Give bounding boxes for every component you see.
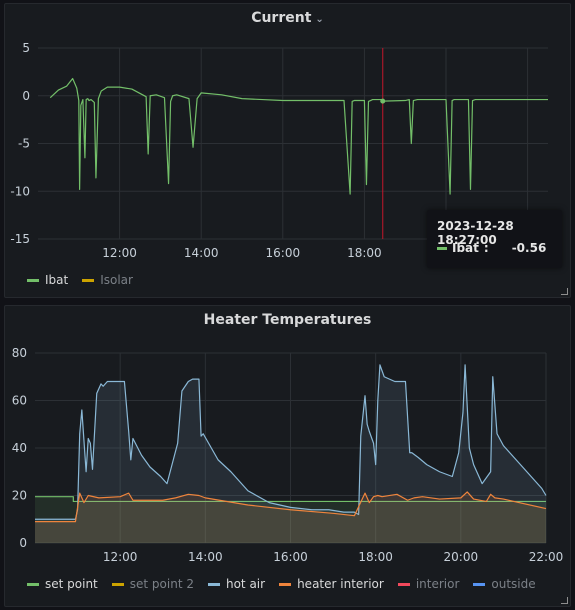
- legend-item-ibat[interactable]: Ibat: [27, 273, 68, 287]
- x-tick-label: 12:00: [103, 550, 138, 564]
- legend-item-heater-interior[interactable]: heater interior: [279, 577, 384, 591]
- y-tick-label: 20: [12, 489, 27, 503]
- y-tick-label: 0: [19, 536, 27, 550]
- tooltip-colon: :: [483, 241, 489, 255]
- legend-item-interior[interactable]: interior: [397, 577, 460, 591]
- legend-swatch-set-point-2: [111, 582, 124, 586]
- legend-swatch-set-point: [27, 582, 39, 586]
- series-line-heater-interior: [35, 491, 547, 523]
- heater-chart[interactable]: 80 60 40 20 0 12:00 14:00 16:00 18:00 20:00 22:00: [5, 306, 572, 608]
- legend-item-hot-air[interactable]: hot air: [207, 577, 266, 591]
- legend-label-outside[interactable]: outside: [491, 577, 536, 591]
- x-tick-label: 20:00: [444, 550, 479, 564]
- legend-label-interior[interactable]: interior: [415, 577, 460, 591]
- x-tick-label: 16:00: [273, 550, 308, 564]
- legend-label-heater-interior[interactable]: heater interior: [297, 577, 384, 591]
- chart-tooltip: 2023-12-28 18:27:00 Ibat: -0.56: [427, 210, 562, 268]
- series-line-ibat: [49, 77, 548, 195]
- x-tick-label: 12:00: [102, 246, 137, 260]
- y-tick-label: -10: [10, 184, 30, 198]
- chevron-down-icon[interactable]: ⌄: [315, 14, 324, 25]
- x-tick-label: 18:00: [347, 246, 382, 260]
- legend-label-set-point-2[interactable]: set point 2: [129, 577, 194, 591]
- legend-item-set-point[interactable]: set point: [27, 577, 98, 591]
- y-tick-label: 60: [12, 394, 27, 408]
- legend-item-isolar[interactable]: Isolar: [82, 273, 133, 287]
- legend-label-ibat[interactable]: Ibat: [45, 273, 69, 287]
- tooltip-series-swatch: [437, 246, 447, 250]
- grid: [38, 47, 548, 240]
- tooltip-time: 2023-12-28 18:27:00: [437, 219, 514, 247]
- legend-swatch-interior: [397, 582, 410, 586]
- panel-title-heater[interactable]: Heater Temperatures: [203, 312, 372, 328]
- panel-title-current[interactable]: Current ⌄: [5, 10, 570, 26]
- x-tick-label: 18:00: [358, 550, 393, 564]
- legend-label-set-point[interactable]: set point: [45, 577, 98, 591]
- legend-heater: set point set point 2 hot air heater int…: [27, 577, 536, 591]
- series-area-hot-air: [35, 364, 546, 543]
- current-panel: Current ⌄ 5 0 -5 -10 -15 12:00 14:00 16:00 18:00 2…: [4, 3, 571, 298]
- y-tick-label: 5: [22, 41, 30, 55]
- y-tick-label: -5: [18, 137, 30, 151]
- legend-label-isolar[interactable]: Isolar: [100, 273, 133, 287]
- legend-swatch-hot-air: [207, 582, 220, 586]
- tooltip-row: Ibat: -0.56: [437, 241, 546, 255]
- hover-point: [380, 98, 386, 104]
- y-tick-label: 0: [22, 89, 30, 103]
- tooltip-series-name: Ibat: [452, 241, 479, 255]
- legend-swatch-heater-interior: [279, 582, 292, 586]
- resize-handle-icon[interactable]: [561, 597, 568, 604]
- series-line-set-point: [35, 496, 546, 503]
- legend-label-hot-air[interactable]: hot air: [225, 577, 266, 591]
- legend-item-set-point-2[interactable]: set point 2: [111, 577, 194, 591]
- legend-current: Ibat Isolar: [27, 273, 133, 287]
- y-tick-label: 80: [12, 346, 27, 360]
- tooltip-value: -0.56: [511, 241, 547, 255]
- legend-item-outside[interactable]: outside: [473, 577, 536, 591]
- legend-swatch-isolar: [82, 278, 95, 282]
- x-tick-label: 14:00: [188, 550, 223, 564]
- x-tick-label: 22:00: [529, 550, 564, 564]
- y-tick-label: 40: [12, 441, 27, 455]
- series-area-set-point: [35, 496, 546, 543]
- x-tick-label: 16:00: [266, 246, 301, 260]
- legend-swatch-ibat: [27, 278, 39, 282]
- series-line-hot-air: [35, 364, 547, 520]
- legend-swatch-outside: [473, 582, 486, 586]
- heater-temperatures-panel: Heater Temperatures 80 60 40 20 0 12:00 14:00 1…: [4, 305, 571, 607]
- panel-title-current-text[interactable]: Current: [251, 10, 312, 26]
- x-tick-label: 14:00: [184, 246, 219, 260]
- y-tick-label: -15: [10, 232, 30, 246]
- grid: [35, 352, 547, 544]
- resize-handle-icon[interactable]: [561, 288, 568, 295]
- series-area-heater-interior: [35, 491, 546, 543]
